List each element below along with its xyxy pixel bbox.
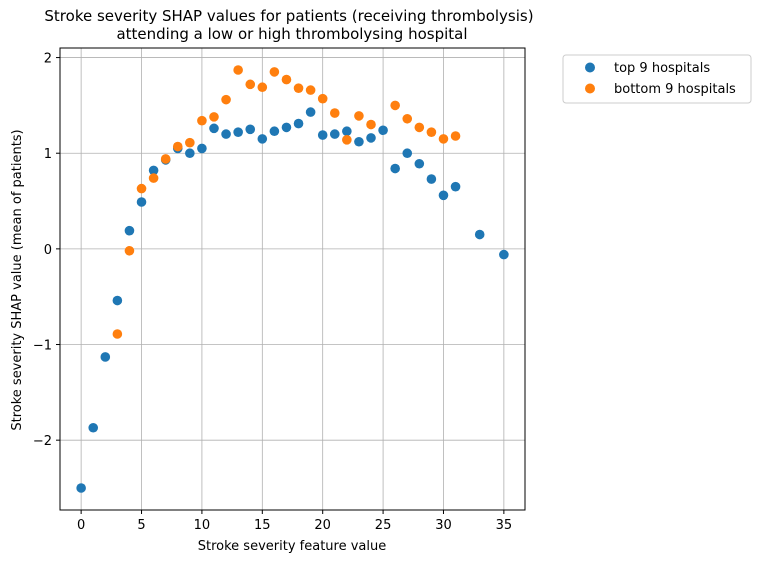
data-point: [257, 134, 268, 144]
data-point: [305, 107, 316, 117]
data-point: [136, 183, 147, 194]
legend-marker-bottom-9-hospitals: [585, 83, 595, 94]
data-point: [317, 93, 328, 104]
data-point: [426, 174, 437, 184]
data-point: [293, 118, 304, 129]
data-point: [100, 352, 111, 362]
data-point: [402, 113, 413, 124]
data-point: [124, 225, 135, 236]
data-point: [329, 108, 340, 118]
grid: [60, 48, 525, 510]
data-point: [172, 141, 183, 152]
data-point: [221, 94, 231, 105]
data-point: [354, 136, 364, 147]
series-bottom-9-hospitals: [112, 65, 461, 339]
data-point: [281, 74, 292, 85]
x-tick-label: 0: [77, 518, 85, 533]
x-tick-label: 20: [314, 518, 331, 533]
data-point: [148, 165, 159, 176]
data-point: [317, 130, 328, 140]
data-point: [342, 135, 352, 145]
data-point: [76, 483, 86, 493]
data-point: [160, 154, 171, 164]
data-points: [76, 65, 509, 493]
data-point: [245, 124, 256, 135]
data-point: [233, 127, 243, 137]
data-point: [414, 158, 425, 169]
data-point: [438, 190, 449, 201]
data-point: [197, 115, 207, 126]
data-point: [438, 134, 449, 144]
data-point: [366, 133, 376, 143]
data-point: [112, 295, 123, 306]
y-axis-label: Stroke severity SHAP value (mean of pati…: [10, 129, 25, 430]
x-tick-label: 15: [254, 518, 271, 533]
legend-frame: [562, 54, 752, 104]
data-point: [329, 129, 340, 139]
data-point: [390, 100, 400, 111]
data-point: [233, 65, 243, 75]
x-tick-label: 30: [435, 518, 452, 533]
data-point: [136, 197, 147, 207]
data-point: [293, 83, 304, 93]
data-point: [402, 148, 413, 159]
data-point: [185, 148, 195, 159]
data-point: [414, 122, 425, 133]
data-point: [112, 329, 123, 339]
y-tick-label: −2: [33, 434, 52, 449]
data-point: [426, 127, 437, 137]
data-point: [88, 422, 99, 433]
data-point: [269, 67, 280, 77]
data-point: [245, 79, 256, 90]
x-tick-label: 25: [375, 518, 392, 533]
data-point: [221, 129, 231, 139]
data-point: [450, 131, 461, 141]
data-point: [378, 125, 388, 136]
data-point: [257, 82, 268, 93]
data-point: [354, 111, 364, 121]
y-tick-label: 1: [44, 147, 52, 162]
y-tick-label: −1: [33, 339, 52, 354]
data-point: [148, 173, 159, 183]
data-point: [124, 245, 135, 256]
x-axis-label: Stroke severity feature value: [198, 539, 386, 554]
legend: top 9 hospitals bottom 9 hospitals: [562, 54, 752, 104]
x-tick-label: 5: [137, 518, 145, 533]
chart-subtitle: attending a low or high thrombolysing ho…: [116, 25, 467, 43]
data-point: [197, 143, 207, 154]
y-tick-label: 2: [44, 52, 52, 67]
x-tick-label: 10: [194, 518, 211, 533]
data-point: [185, 137, 195, 148]
data-point: [209, 123, 219, 134]
data-point: [281, 122, 292, 133]
axis-ticks: 0 5 10 15 20 25 30 35 −2 −1 0 1 2: [33, 52, 512, 533]
data-point: [450, 181, 461, 192]
y-tick-label: 0: [44, 243, 52, 258]
chart-title: Stroke severity SHAP values for patients…: [44, 7, 533, 25]
data-point: [269, 126, 280, 137]
legend-label-bottom-9-hospitals: bottom 9 hospitals: [614, 82, 736, 97]
data-point: [209, 112, 219, 122]
legend-label-top-9-hospitals: top 9 hospitals: [614, 61, 710, 76]
data-point: [342, 126, 352, 137]
data-point: [499, 249, 509, 260]
x-tick-label: 35: [496, 518, 513, 533]
data-point: [390, 163, 400, 174]
data-point: [366, 119, 376, 130]
data-point: [305, 85, 316, 95]
plot-frame: [59, 47, 526, 511]
data-point: [474, 229, 485, 240]
legend-marker-top-9-hospitals: [585, 62, 595, 73]
